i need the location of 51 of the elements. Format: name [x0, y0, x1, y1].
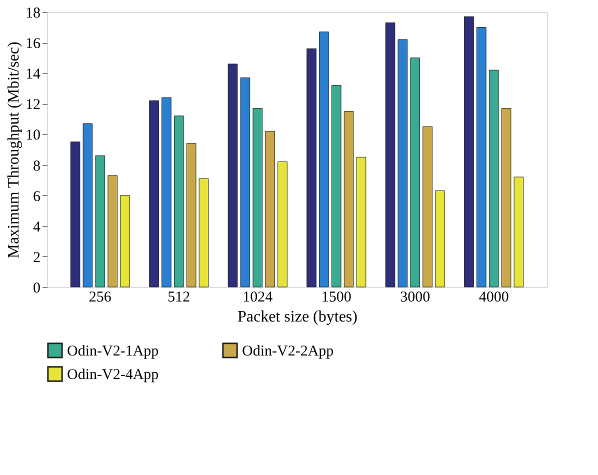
y-tick-label: 18 [26, 6, 40, 22]
bar [174, 116, 184, 288]
bar [108, 175, 118, 288]
y-tick-label: 4 [33, 219, 41, 236]
x-axis-title: Packet size (bytes) [238, 308, 358, 326]
x-tick-label: 1500 [321, 290, 352, 306]
bar [464, 16, 474, 288]
bar [252, 108, 263, 288]
x-tick-label: 3000 [400, 290, 430, 306]
bar [162, 97, 172, 288]
bar [70, 142, 80, 288]
x-tick-label: 1024 [242, 290, 274, 306]
bar [422, 126, 432, 288]
bar [306, 48, 316, 288]
x-tick-label: 512 [168, 290, 190, 306]
bar [228, 64, 238, 288]
bar [435, 190, 445, 288]
y-tick-label: 16 [26, 36, 41, 52]
y-tick-label: 14 [26, 66, 41, 83]
bar [410, 58, 420, 288]
y-tick-label: 6 [33, 188, 41, 205]
y-axis-title: Maximum Throughput (Mbit/sec) [6, 42, 22, 258]
bar [265, 130, 275, 288]
bar [319, 32, 329, 288]
bar [488, 70, 499, 288]
legend-label: Odin-V2-2App [242, 343, 334, 360]
legend-label: Odin-V2-1App [67, 343, 159, 360]
y-tick-label: 10 [26, 128, 40, 144]
bar [186, 143, 196, 288]
y-tick-label: 2 [33, 250, 40, 266]
y-tick-label: 12 [26, 97, 40, 114]
x-tick-label: 256 [88, 290, 112, 306]
x-tick-label: 4000 [478, 290, 509, 306]
bar [476, 27, 486, 288]
y-tick-label: 8 [33, 158, 40, 174]
bar [95, 155, 106, 288]
bar [385, 22, 396, 288]
legend-label: Odin-V2-4App [67, 367, 159, 383]
bar [398, 39, 408, 288]
bar [278, 161, 288, 288]
bar [120, 195, 130, 288]
bar [198, 178, 209, 288]
bar [82, 123, 93, 288]
y-tick-label: 0 [33, 280, 40, 296]
bar [240, 77, 250, 288]
bar [344, 111, 354, 288]
bar [514, 176, 524, 288]
bar [331, 85, 342, 288]
bar [356, 156, 366, 288]
bar [149, 100, 159, 288]
bar [501, 108, 512, 288]
